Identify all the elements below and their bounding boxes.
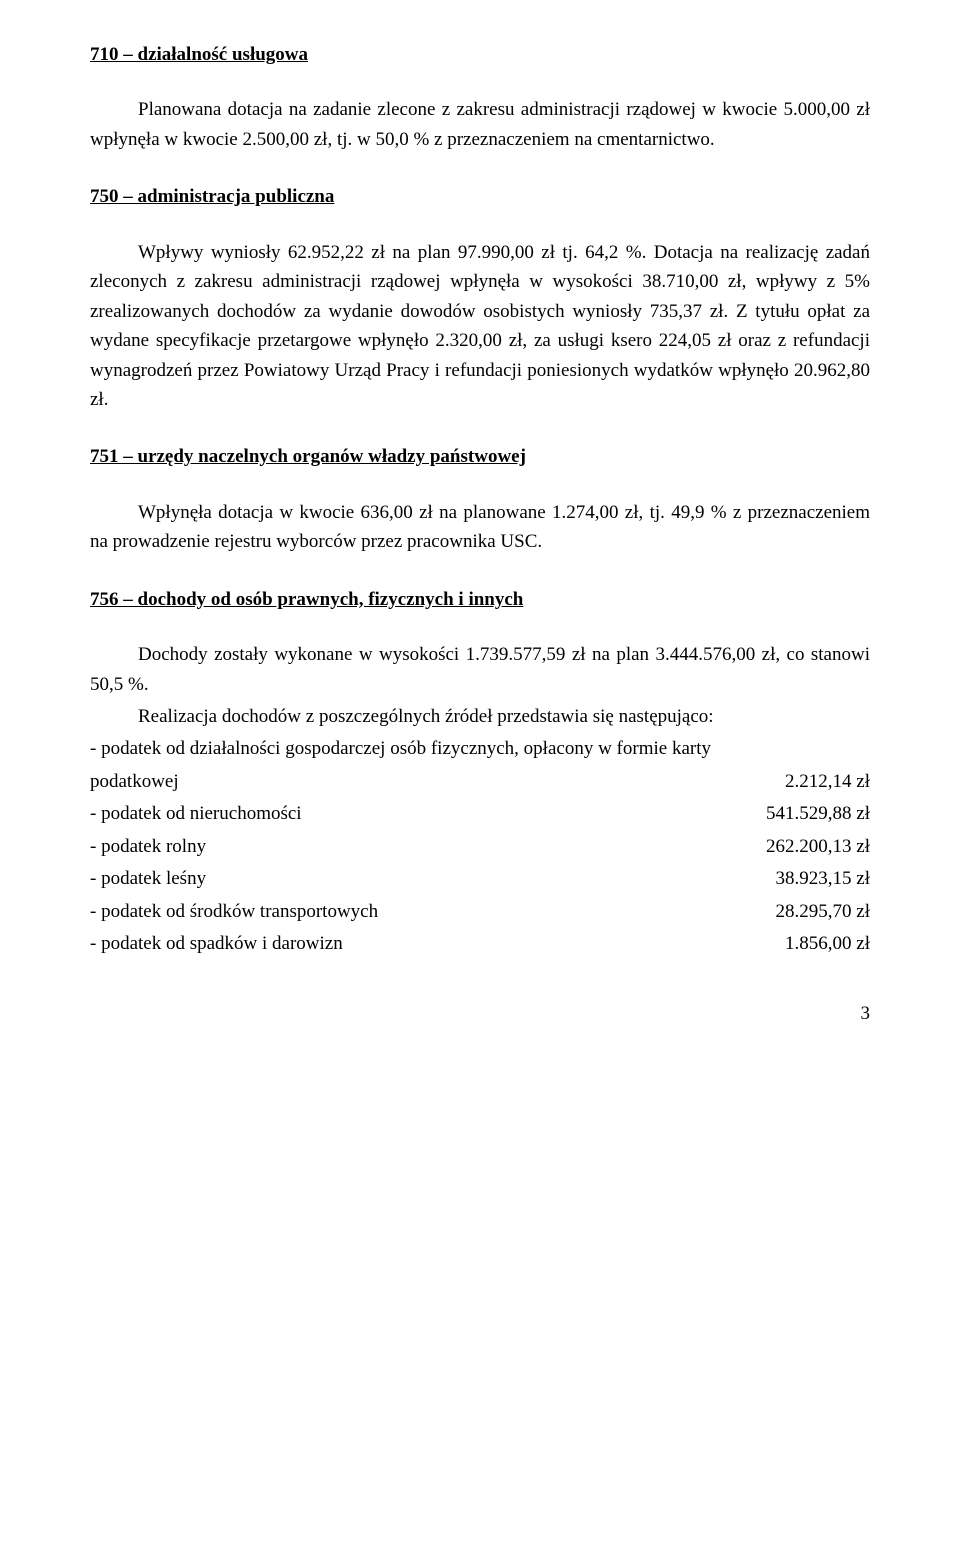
section-750-heading: 750 – administracja publiczna [90,182,870,211]
list-item: - podatek od działalności gospodarczej o… [90,734,870,763]
list-item: - podatek od środków transportowych 28.2… [90,897,870,926]
section-756-p2: Realizacja dochodów z poszczególnych źró… [90,702,870,731]
section-710-body: Planowana dotacja na zadanie zlecone z z… [90,95,870,154]
list-item: - podatek od spadków i darowizn 1.856,00… [90,929,870,958]
list-item-value: 262.200,13 zł [690,832,870,861]
revenue-list: - podatek od działalności gospodarczej o… [90,734,870,958]
list-item-label: podatkowej [90,767,690,796]
page-number: 3 [90,999,870,1028]
list-item-value: 28.295,70 zł [690,897,870,926]
list-item: - podatek leśny 38.923,15 zł [90,864,870,893]
list-item-label: - podatek od spadków i darowizn [90,929,690,958]
list-item-value: 1.856,00 zł [690,929,870,958]
list-item: - podatek od nieruchomości 541.529,88 zł [90,799,870,828]
list-item-label: - podatek rolny [90,832,690,861]
section-751-heading: 751 – urzędy naczelnych organów władzy p… [90,442,870,471]
list-item-label: - podatek leśny [90,864,690,893]
section-751-body: Wpłynęła dotacja w kwocie 636,00 zł na p… [90,498,870,557]
section-756-p1: Dochody zostały wykonane w wysokości 1.7… [90,640,870,699]
section-756-heading: 756 – dochody od osób prawnych, fizyczny… [90,585,870,614]
section-750-body: Wpływy wyniosły 62.952,22 zł na plan 97.… [90,238,870,415]
list-item: podatkowej 2.212,14 zł [90,767,870,796]
list-item-value: 38.923,15 zł [690,864,870,893]
list-item-label: - podatek od środków transportowych [90,897,690,926]
list-item-value: 2.212,14 zł [690,767,870,796]
list-item-label: - podatek od nieruchomości [90,799,690,828]
section-710-heading: 710 – działalność usługowa [90,40,870,69]
list-item-value: 541.529,88 zł [690,799,870,828]
list-item: - podatek rolny 262.200,13 zł [90,832,870,861]
list-item-label: - podatek od działalności gospodarczej o… [90,738,711,759]
